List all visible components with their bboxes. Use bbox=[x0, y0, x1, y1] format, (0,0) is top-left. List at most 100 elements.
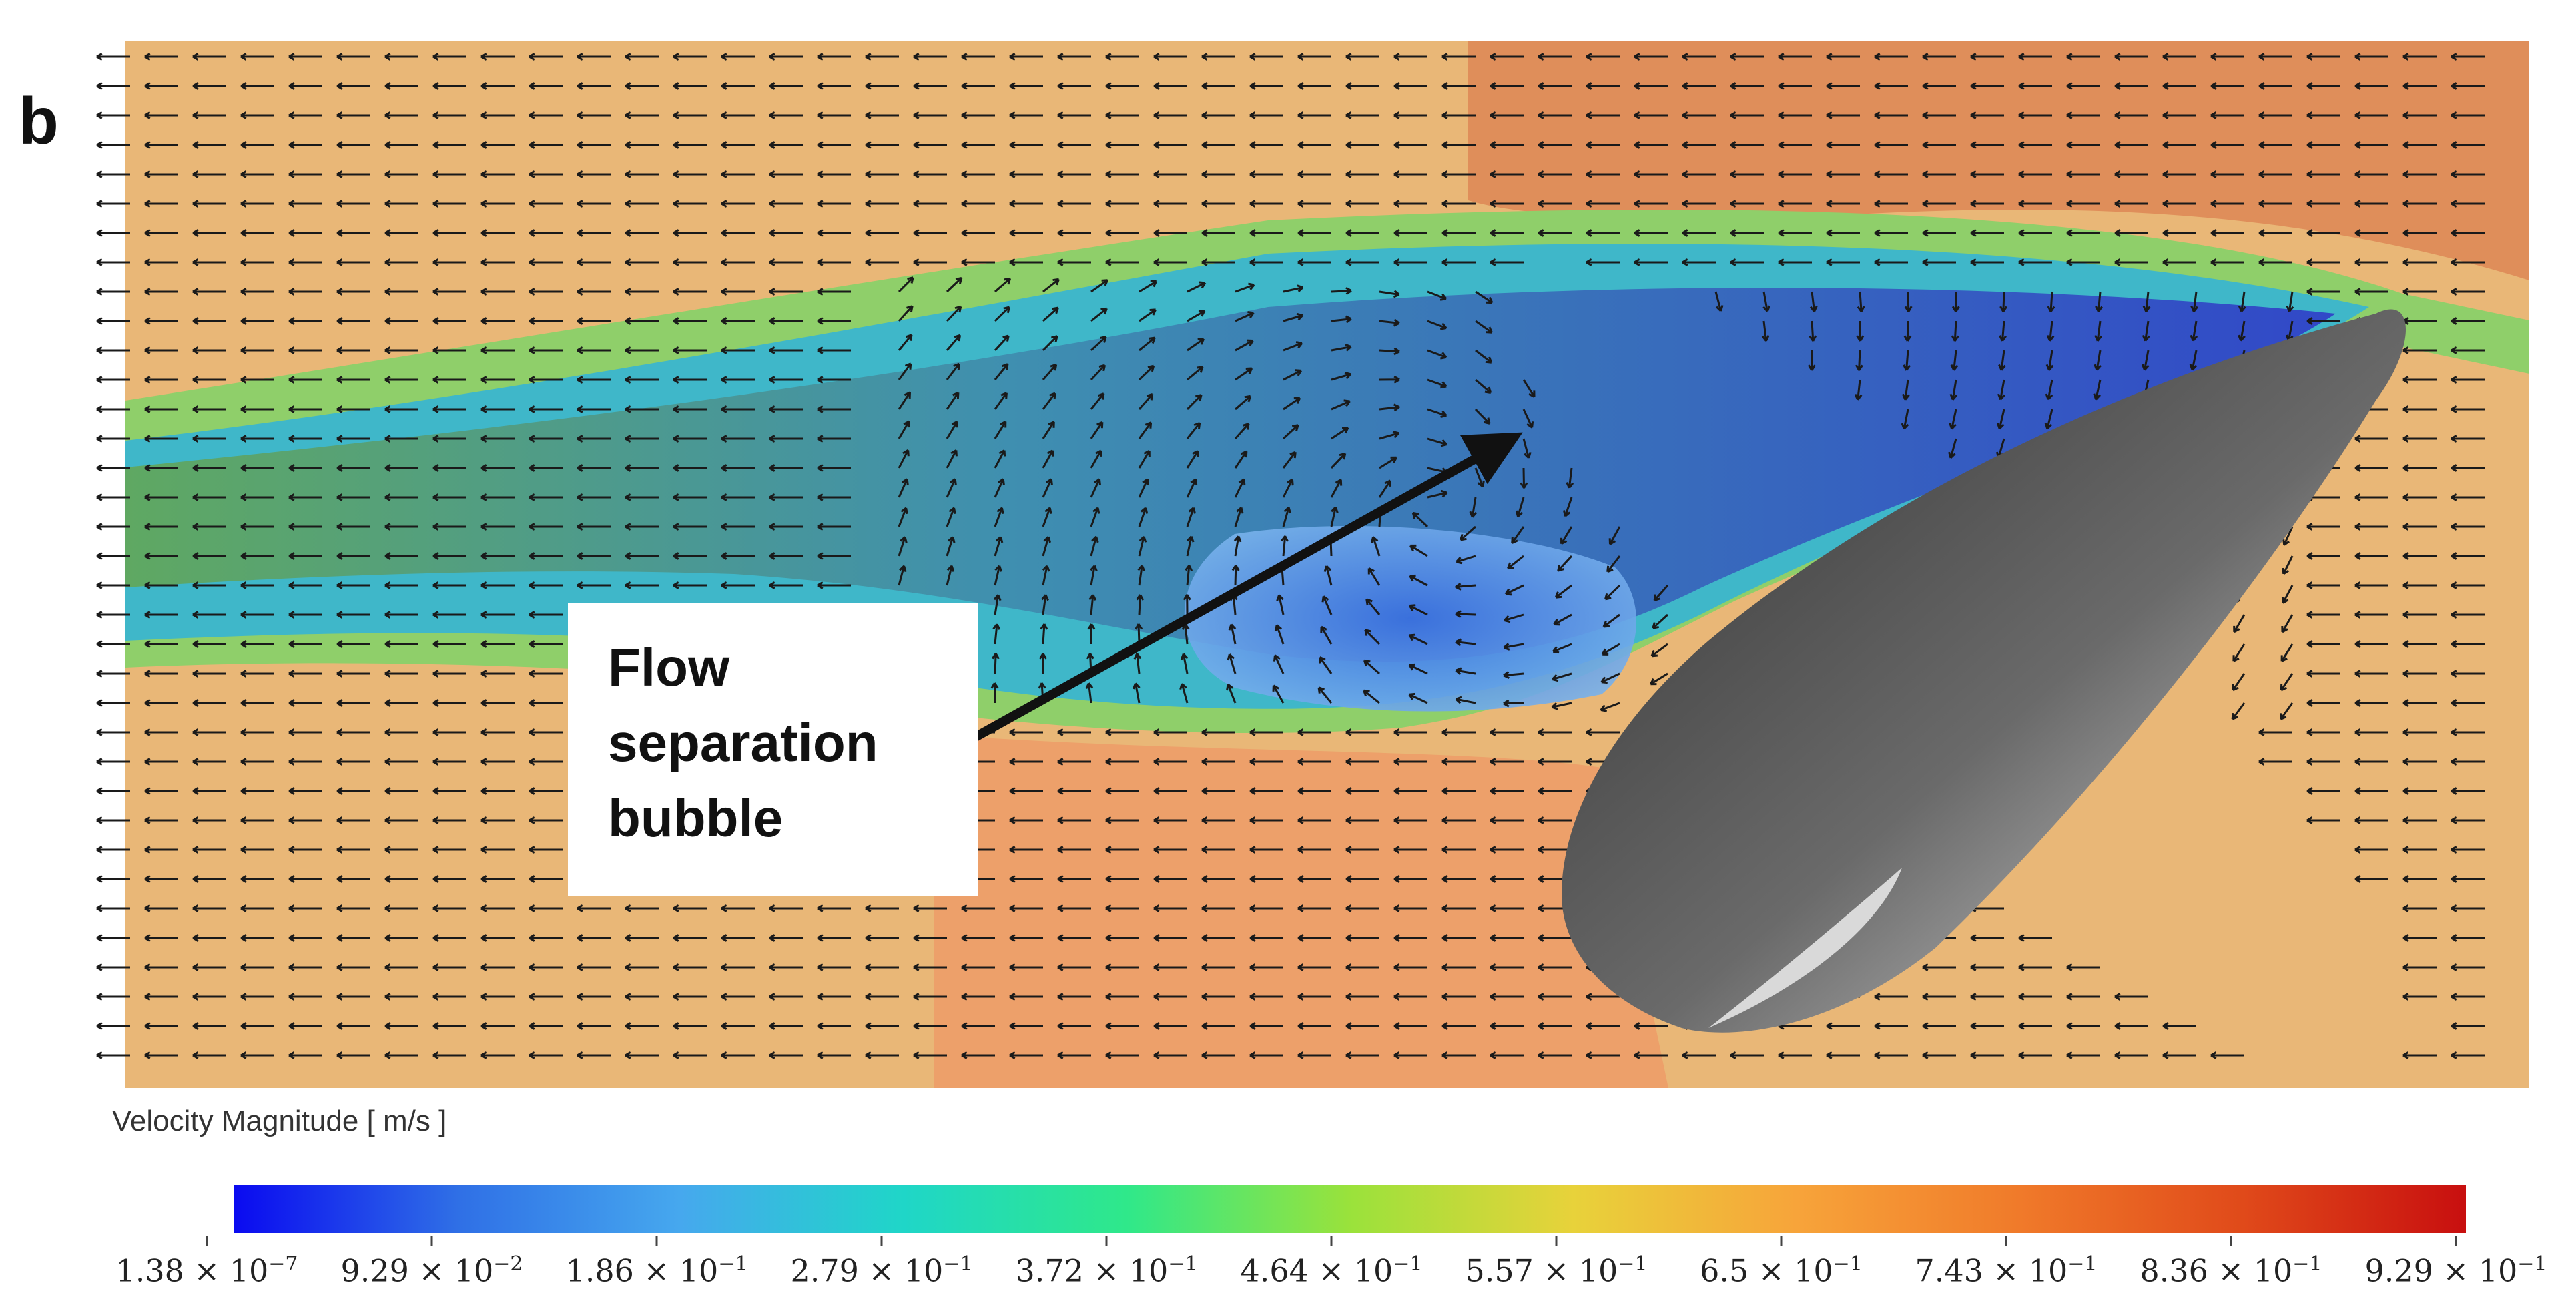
vector-arrow bbox=[2162, 1051, 2196, 1059]
vector-arrow bbox=[2306, 758, 2340, 766]
vector-arrow bbox=[1490, 816, 1524, 824]
vector-arrow bbox=[2354, 82, 2388, 90]
vector-arrow bbox=[913, 200, 947, 208]
vector-arrow bbox=[240, 170, 274, 178]
vector-arrow bbox=[1297, 787, 1331, 795]
vector-arrow bbox=[1042, 306, 1059, 322]
vector-arrow bbox=[1186, 394, 1203, 411]
vector-arrow bbox=[480, 875, 515, 883]
vector-arrow bbox=[384, 493, 418, 501]
vector-arrow bbox=[1682, 229, 1716, 237]
vector-arrow bbox=[1490, 111, 1524, 119]
vector-arrow bbox=[432, 346, 466, 354]
vector-arrow bbox=[192, 581, 226, 589]
vector-arrow bbox=[721, 934, 755, 942]
vector-arrow bbox=[769, 1022, 803, 1030]
vector-arrow bbox=[1379, 375, 1400, 384]
vector-arrow bbox=[2018, 229, 2052, 237]
vector-arrow bbox=[1586, 1022, 1620, 1030]
vector-arrow bbox=[1826, 1051, 1860, 1059]
vector-arrow bbox=[1427, 489, 1448, 499]
vector-arrow bbox=[96, 816, 130, 824]
vector-arrow bbox=[1234, 423, 1250, 440]
vector-arrow bbox=[625, 111, 659, 119]
vector-arrow bbox=[336, 170, 370, 178]
callout-line-1: Flow bbox=[608, 637, 730, 697]
vector-arrow bbox=[1522, 438, 1532, 459]
vector-arrow bbox=[1922, 53, 1956, 61]
vector-arrow bbox=[1227, 653, 1237, 674]
vector-arrow bbox=[721, 111, 755, 119]
vector-arrow bbox=[1441, 758, 1476, 766]
vector-arrow bbox=[1730, 1051, 1764, 1059]
vector-arrow bbox=[1105, 1051, 1139, 1059]
vector-arrow bbox=[336, 552, 370, 560]
vector-arrow bbox=[1201, 846, 1235, 854]
vector-arrow bbox=[769, 493, 803, 501]
vector-arrow bbox=[240, 229, 274, 237]
vector-arrow bbox=[144, 758, 178, 766]
vector-arrow bbox=[1778, 258, 1812, 266]
vector-arrow bbox=[1379, 403, 1400, 412]
vector-arrow bbox=[1057, 934, 1091, 942]
vector-arrow bbox=[2402, 346, 2437, 354]
vector-arrow bbox=[240, 111, 274, 119]
vector-arrow bbox=[1586, 229, 1620, 237]
vector-arrow bbox=[529, 816, 563, 824]
vector-arrow bbox=[2451, 435, 2485, 443]
vector-arrow bbox=[1272, 684, 1285, 704]
vector-arrow bbox=[673, 963, 707, 971]
vector-arrow bbox=[1249, 728, 1283, 736]
vector-arrow bbox=[1378, 479, 1391, 498]
vector-arrow bbox=[1538, 170, 1572, 178]
vector-arrow bbox=[2451, 288, 2485, 296]
vector-arrow bbox=[1538, 229, 1572, 237]
vector-arrow bbox=[625, 552, 659, 560]
vector-arrow bbox=[192, 640, 226, 648]
vector-arrow bbox=[1730, 258, 1764, 266]
vector-arrow bbox=[480, 200, 515, 208]
vector-arrow bbox=[1345, 934, 1379, 942]
vector-arrow bbox=[529, 170, 563, 178]
vector-arrow bbox=[1367, 567, 1381, 586]
vector-arrow bbox=[240, 376, 274, 384]
vector-arrow bbox=[336, 640, 370, 648]
vector-arrow bbox=[96, 1051, 130, 1059]
vector-arrow bbox=[673, 993, 707, 1001]
vector-arrow bbox=[1441, 170, 1476, 178]
vector-arrow bbox=[1331, 343, 1352, 352]
vector-arrow bbox=[480, 229, 515, 237]
vector-arrow bbox=[1228, 623, 1237, 645]
vector-arrow bbox=[432, 523, 466, 531]
vector-arrow bbox=[2066, 200, 2100, 208]
vector-arrow bbox=[1490, 258, 1524, 266]
vector-arrow bbox=[2306, 640, 2340, 648]
vector-arrow bbox=[2451, 141, 2485, 149]
vector-arrow bbox=[336, 904, 370, 912]
vector-arrow bbox=[2018, 1051, 2052, 1059]
vector-arrow bbox=[1586, 141, 1620, 149]
vector-arrow bbox=[480, 435, 515, 443]
vector-arrow bbox=[2280, 643, 2294, 662]
vector-arrow bbox=[1393, 111, 1427, 119]
vector-arrow bbox=[2451, 405, 2485, 413]
vector-arrow bbox=[1186, 422, 1201, 439]
vector-arrow bbox=[1634, 1022, 1668, 1030]
vector-arrow bbox=[961, 1022, 995, 1030]
vector-arrow bbox=[577, 317, 611, 325]
vector-arrow bbox=[1057, 258, 1091, 266]
vector-arrow bbox=[1826, 1022, 1860, 1030]
vector-arrow bbox=[2066, 993, 2100, 1001]
vector-arrow bbox=[1088, 594, 1097, 615]
vector-arrow bbox=[865, 934, 899, 942]
vector-arrow bbox=[1317, 686, 1333, 704]
vector-arrow bbox=[1249, 229, 1283, 237]
vector-arrow bbox=[432, 640, 466, 648]
vector-arrow bbox=[898, 305, 914, 322]
vector-arrow bbox=[961, 200, 995, 208]
vector-arrow bbox=[2018, 200, 2052, 208]
vector-arrow bbox=[2354, 493, 2388, 501]
vector-arrow bbox=[769, 963, 803, 971]
vector-arrow bbox=[2451, 699, 2485, 707]
vector-arrow bbox=[2114, 141, 2148, 149]
